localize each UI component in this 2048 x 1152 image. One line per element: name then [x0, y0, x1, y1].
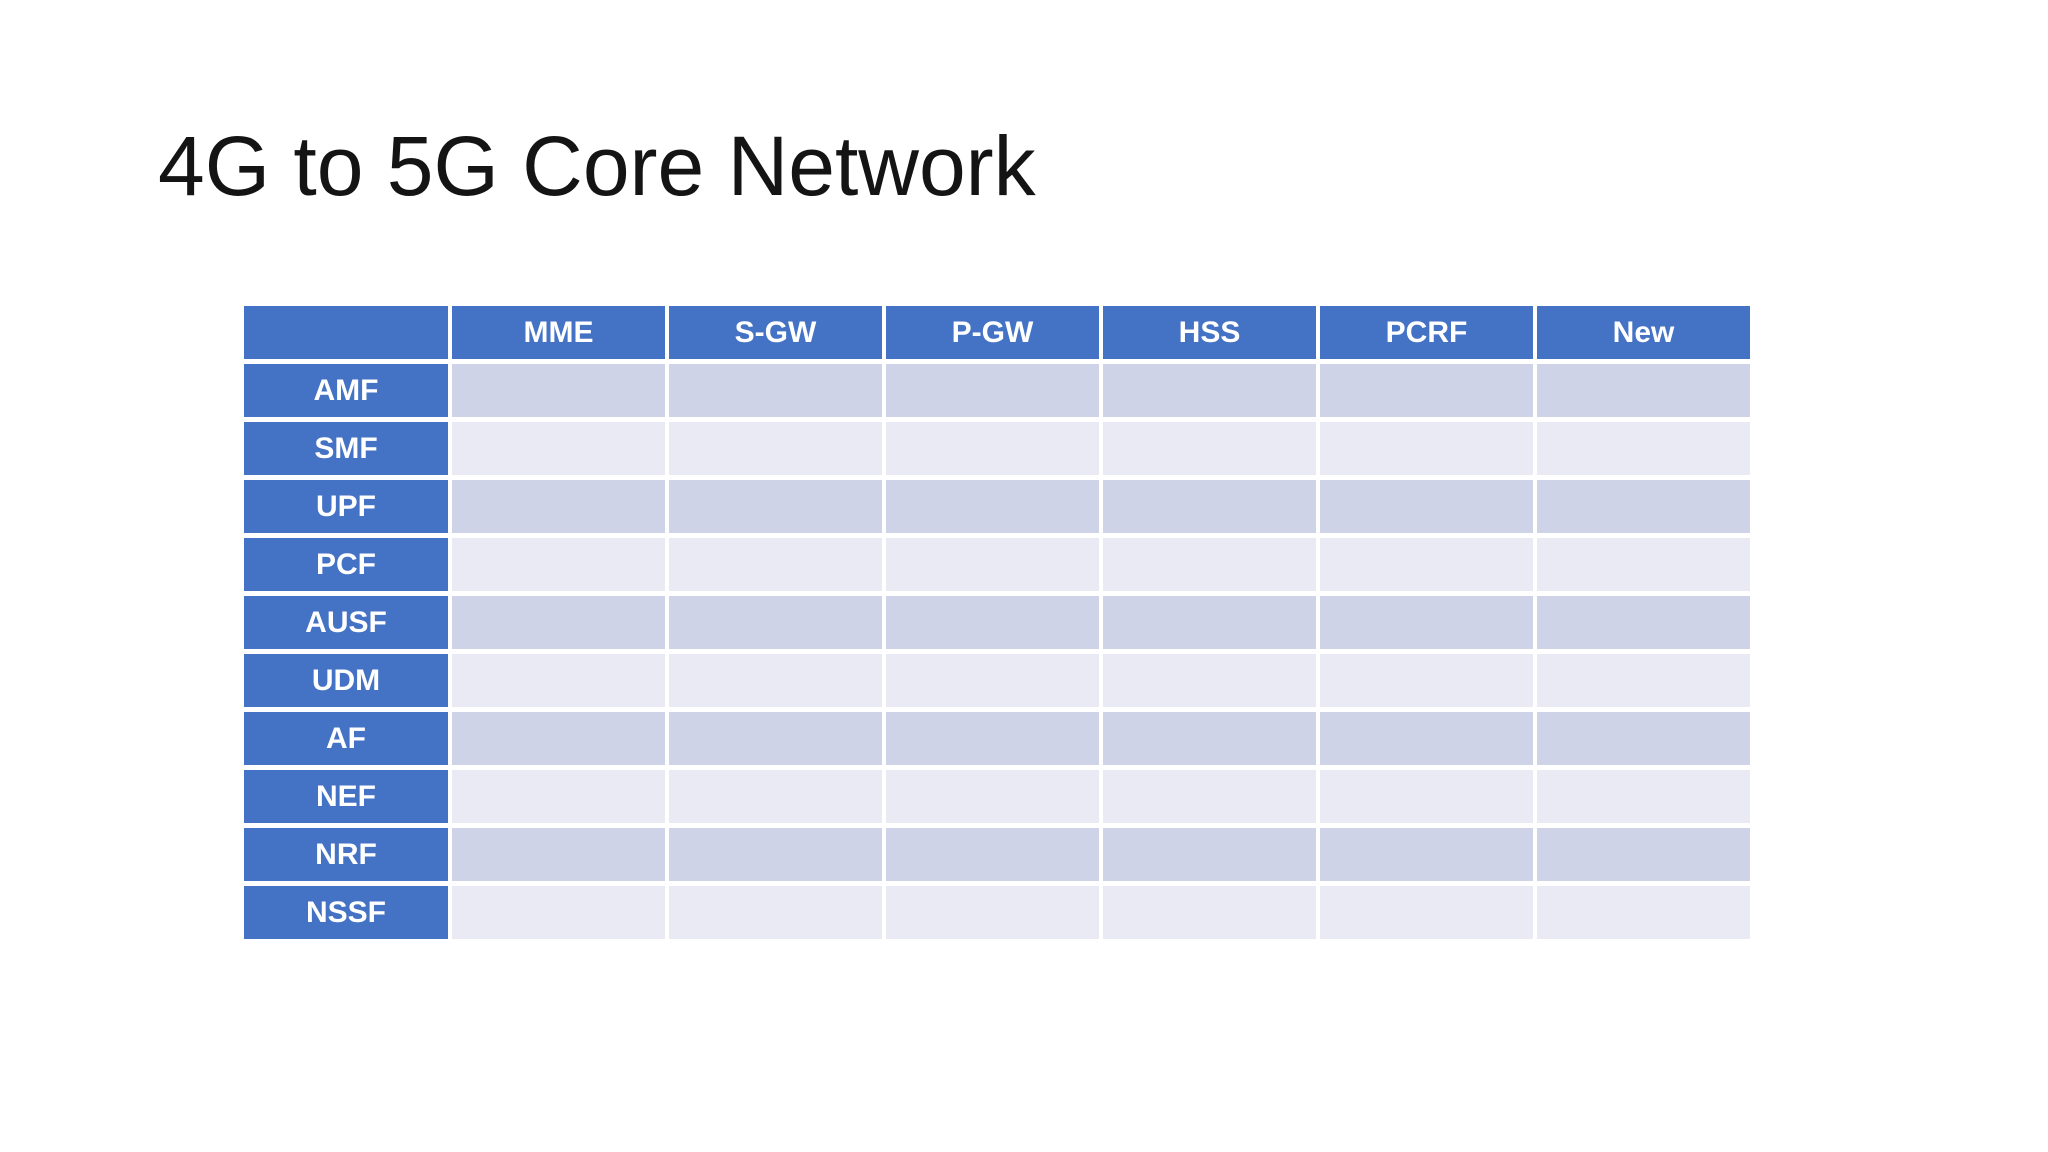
cell-nef-mme	[452, 770, 665, 823]
cell-nrf-pcrf	[1320, 828, 1533, 881]
cell-ausf-mme	[452, 596, 665, 649]
cell-udm-pcrf	[1320, 654, 1533, 707]
cell-amf-p-gw	[886, 364, 1099, 417]
cell-nssf-mme	[452, 886, 665, 939]
cell-nssf-new	[1537, 886, 1750, 939]
row-header-nrf: NRF	[244, 828, 448, 881]
cell-amf-new	[1537, 364, 1750, 417]
cell-amf-hss	[1103, 364, 1316, 417]
column-header-new: New	[1537, 306, 1750, 359]
cell-amf-s-gw	[669, 364, 882, 417]
cell-af-s-gw	[669, 712, 882, 765]
cell-smf-p-gw	[886, 422, 1099, 475]
cell-nrf-p-gw	[886, 828, 1099, 881]
row-header-pcf: PCF	[244, 538, 448, 591]
cell-smf-new	[1537, 422, 1750, 475]
cell-nrf-s-gw	[669, 828, 882, 881]
cell-nef-pcrf	[1320, 770, 1533, 823]
cell-af-mme	[452, 712, 665, 765]
cell-udm-new	[1537, 654, 1750, 707]
column-header-mme: MME	[452, 306, 665, 359]
cell-upf-hss	[1103, 480, 1316, 533]
cell-udm-mme	[452, 654, 665, 707]
cell-amf-pcrf	[1320, 364, 1533, 417]
cell-pcf-hss	[1103, 538, 1316, 591]
row-header-nef: NEF	[244, 770, 448, 823]
cell-smf-pcrf	[1320, 422, 1533, 475]
row-header-af: AF	[244, 712, 448, 765]
cell-ausf-new	[1537, 596, 1750, 649]
cell-af-hss	[1103, 712, 1316, 765]
corner-cell	[244, 306, 448, 359]
cell-amf-mme	[452, 364, 665, 417]
cell-upf-new	[1537, 480, 1750, 533]
cell-nrf-mme	[452, 828, 665, 881]
cell-ausf-p-gw	[886, 596, 1099, 649]
cell-pcf-p-gw	[886, 538, 1099, 591]
cell-af-p-gw	[886, 712, 1099, 765]
core-network-table: MME S-GW P-GW HSS PCRF New AMF SMF UPF PCF AUSF UDM…	[244, 306, 1750, 939]
cell-smf-s-gw	[669, 422, 882, 475]
cell-nef-new	[1537, 770, 1750, 823]
cell-upf-p-gw	[886, 480, 1099, 533]
cell-upf-s-gw	[669, 480, 882, 533]
cell-ausf-s-gw	[669, 596, 882, 649]
row-header-amf: AMF	[244, 364, 448, 417]
cell-nef-s-gw	[669, 770, 882, 823]
cell-ausf-pcrf	[1320, 596, 1533, 649]
row-header-upf: UPF	[244, 480, 448, 533]
cell-nef-hss	[1103, 770, 1316, 823]
cell-nef-p-gw	[886, 770, 1099, 823]
cell-af-pcrf	[1320, 712, 1533, 765]
cell-pcf-s-gw	[669, 538, 882, 591]
cell-smf-hss	[1103, 422, 1316, 475]
column-header-pcrf: PCRF	[1320, 306, 1533, 359]
cell-nssf-p-gw	[886, 886, 1099, 939]
cell-pcf-new	[1537, 538, 1750, 591]
cell-udm-p-gw	[886, 654, 1099, 707]
cell-nssf-pcrf	[1320, 886, 1533, 939]
row-header-udm: UDM	[244, 654, 448, 707]
column-header-hss: HSS	[1103, 306, 1316, 359]
cell-pcf-mme	[452, 538, 665, 591]
cell-ausf-hss	[1103, 596, 1316, 649]
row-header-smf: SMF	[244, 422, 448, 475]
cell-udm-hss	[1103, 654, 1316, 707]
cell-upf-mme	[452, 480, 665, 533]
column-header-p-gw: P-GW	[886, 306, 1099, 359]
row-header-ausf: AUSF	[244, 596, 448, 649]
cell-udm-s-gw	[669, 654, 882, 707]
slide-title: 4G to 5G Core Network	[158, 119, 1036, 213]
cell-nssf-s-gw	[669, 886, 882, 939]
cell-af-new	[1537, 712, 1750, 765]
cell-pcf-pcrf	[1320, 538, 1533, 591]
cell-smf-mme	[452, 422, 665, 475]
cell-nssf-hss	[1103, 886, 1316, 939]
cell-upf-pcrf	[1320, 480, 1533, 533]
column-header-s-gw: S-GW	[669, 306, 882, 359]
cell-nrf-new	[1537, 828, 1750, 881]
cell-nrf-hss	[1103, 828, 1316, 881]
row-header-nssf: NSSF	[244, 886, 448, 939]
